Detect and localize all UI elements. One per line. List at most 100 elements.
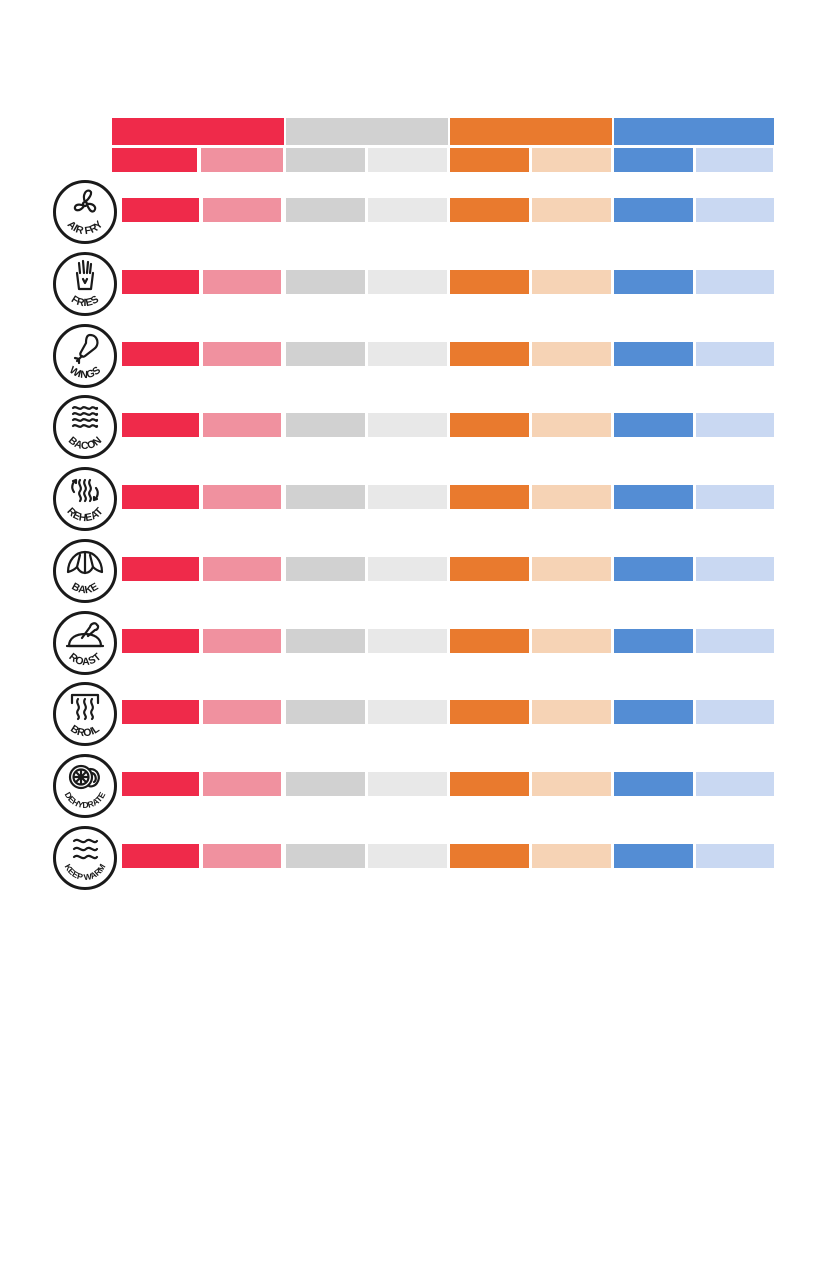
table-cell-blue-light	[696, 342, 774, 366]
table-cell-red-light	[203, 413, 281, 437]
table-cell-blue-light	[696, 629, 774, 653]
table-cell-red-light	[203, 844, 281, 868]
table-cell-orange	[450, 557, 529, 581]
table-cell-blue	[614, 270, 693, 294]
table-cell-gray-light	[368, 485, 447, 509]
warm-waves-icon: KEEP WARM	[52, 825, 118, 891]
table-cell-gray-light	[368, 629, 447, 653]
table-cell-orange	[450, 198, 529, 222]
table-cell-gray-light	[368, 844, 447, 868]
function-label: ROAST	[67, 651, 104, 669]
svg-text:BACON: BACON	[66, 434, 104, 452]
table-cell-gray	[286, 198, 365, 222]
function-label: BAKE	[70, 581, 101, 597]
table-cell-orange	[450, 485, 529, 509]
svg-text:AIR FRY: AIR FRY	[65, 219, 106, 238]
table-cell-blue-light	[696, 198, 774, 222]
table-cell-orange-light	[532, 413, 611, 437]
table-cell-orange	[450, 700, 529, 724]
table-cell-red	[122, 700, 199, 724]
svg-text:ROAST: ROAST	[67, 651, 104, 669]
table-cell-gray	[286, 485, 365, 509]
subheader-cell-red-light	[201, 148, 283, 172]
table-cell-blue	[614, 198, 693, 222]
table-cell-blue-light	[696, 413, 774, 437]
table-cell-gray	[286, 557, 365, 581]
table-cell-red-light	[203, 700, 281, 724]
svg-text:REHEAT: REHEAT	[64, 505, 105, 524]
table-cell-orange	[450, 629, 529, 653]
table-cell-red-light	[203, 485, 281, 509]
broil-heat-icon: BROIL	[52, 681, 118, 747]
drumstick-icon: WINGS	[52, 323, 118, 389]
table-cell-gray-light	[368, 772, 447, 796]
bacon-icon: BACON	[52, 394, 118, 460]
table-cell-orange	[450, 270, 529, 294]
table-cell-orange-light	[532, 700, 611, 724]
table-cell-orange-light	[532, 198, 611, 222]
table-cell-red	[122, 844, 199, 868]
table-cell-blue	[614, 844, 693, 868]
function-label: KEEP WARM	[63, 862, 108, 882]
fan-icon: AIR FRY	[52, 179, 118, 245]
table-cell-gray-light	[368, 270, 447, 294]
svg-text:BROIL: BROIL	[68, 723, 102, 740]
table-cell-gray	[286, 413, 365, 437]
svg-text:FRIES: FRIES	[69, 293, 101, 309]
table-cell-blue-light	[696, 270, 774, 294]
table-cell-red-light	[203, 557, 281, 581]
table-cell-blue-light	[696, 700, 774, 724]
table-cell-blue	[614, 700, 693, 724]
table-cell-orange-light	[532, 270, 611, 294]
table-cell-red	[122, 342, 199, 366]
table-cell-red	[122, 629, 199, 653]
table-cell-blue-light	[696, 844, 774, 868]
table-cell-orange-light	[532, 557, 611, 581]
table-cell-blue	[614, 413, 693, 437]
subheader-cell-orange-light	[532, 148, 611, 172]
function-label: REHEAT	[64, 505, 105, 524]
table-cell-red-light	[203, 629, 281, 653]
table-cell-blue-light	[696, 557, 774, 581]
table-cell-blue	[614, 629, 693, 653]
subheader-cell-gray-light	[368, 148, 447, 172]
table-cell-blue-light	[696, 772, 774, 796]
table-cell-blue	[614, 342, 693, 366]
table-cell-red	[122, 485, 199, 509]
table-cell-gray	[286, 270, 365, 294]
subheader-cell-gray	[286, 148, 365, 172]
svg-text:KEEP WARM: KEEP WARM	[63, 862, 108, 882]
table-cell-gray	[286, 844, 365, 868]
reheat-waves-icon: REHEAT	[52, 466, 118, 532]
table-cell-gray	[286, 342, 365, 366]
citrus-slice-icon: DEHYDRATE	[52, 753, 118, 819]
function-label: BROIL	[68, 723, 102, 740]
table-cell-blue	[614, 772, 693, 796]
svg-text:BAKE: BAKE	[70, 581, 101, 597]
table-cell-orange	[450, 772, 529, 796]
table-cell-orange-light	[532, 844, 611, 868]
table-cell-blue	[614, 557, 693, 581]
fries-icon: FRIES	[52, 251, 118, 317]
function-label: DEHYDRATE	[63, 790, 108, 810]
table-cell-orange-light	[532, 772, 611, 796]
table-cell-gray-light	[368, 700, 447, 724]
header-group-blue	[614, 118, 774, 145]
table-cell-red	[122, 413, 199, 437]
subheader-cell-blue	[614, 148, 693, 172]
table-cell-gray	[286, 700, 365, 724]
table-cell-red-light	[203, 772, 281, 796]
header-group-gray	[286, 118, 448, 145]
table-cell-red	[122, 557, 199, 581]
table-cell-gray	[286, 629, 365, 653]
table-cell-orange	[450, 413, 529, 437]
function-label: BACON	[66, 434, 104, 452]
svg-text:WINGS: WINGS	[67, 364, 103, 381]
table-cell-orange-light	[532, 629, 611, 653]
function-label: WINGS	[67, 364, 103, 381]
croissant-icon: BAKE	[52, 538, 118, 604]
table-cell-orange	[450, 342, 529, 366]
table-cell-gray-light	[368, 413, 447, 437]
svg-text:DEHYDRATE: DEHYDRATE	[63, 790, 108, 810]
table-cell-orange-light	[532, 342, 611, 366]
